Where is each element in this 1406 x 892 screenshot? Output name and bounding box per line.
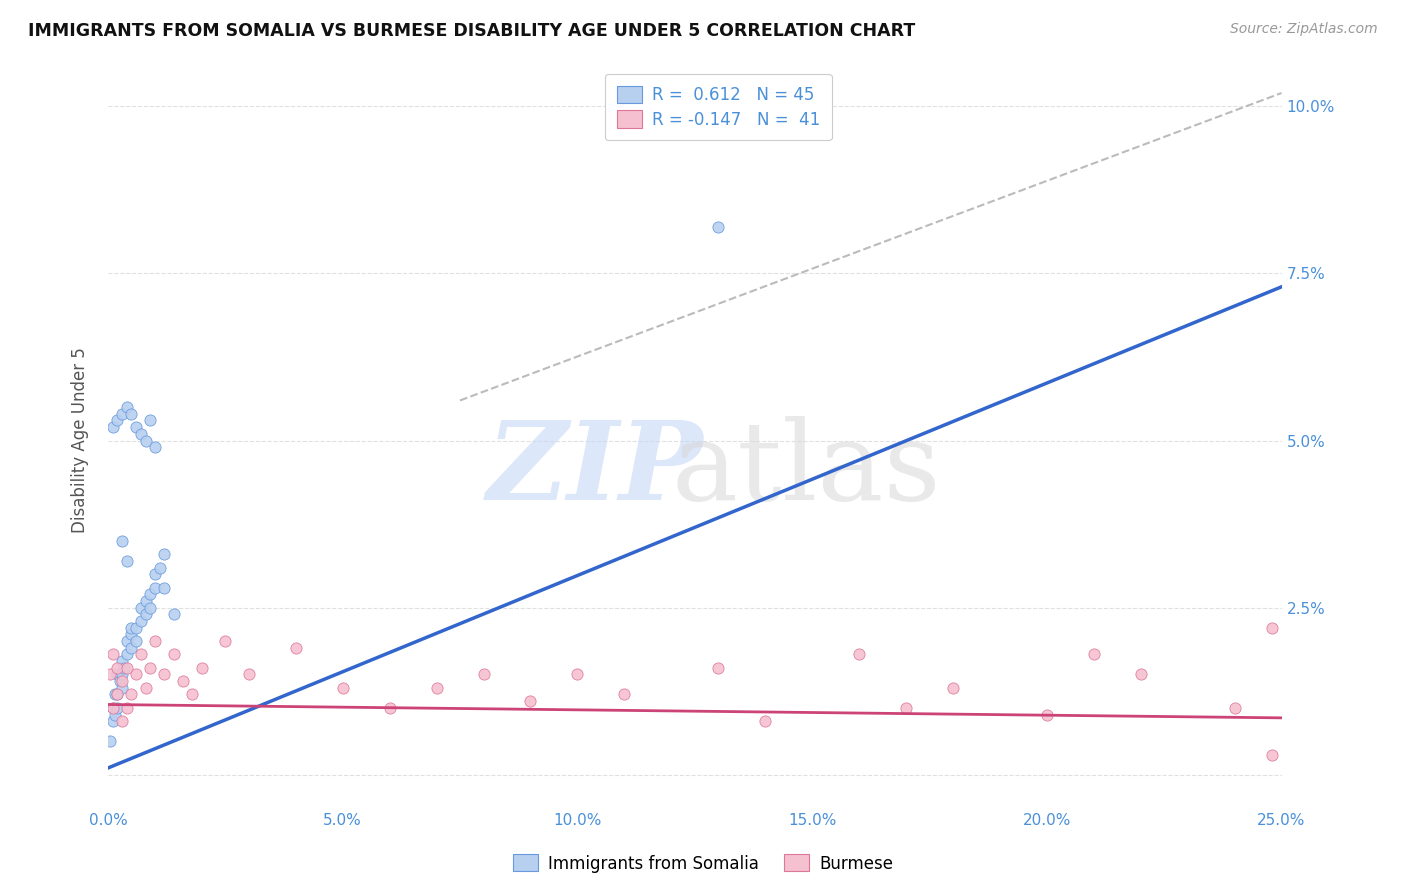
- Point: [101, 701, 124, 715]
- Point: [125, 634, 148, 648]
- Point: [149, 560, 172, 574]
- Point: [104, 707, 127, 722]
- Point: [519, 694, 541, 708]
- Text: IMMIGRANTS FROM SOMALIA VS BURMESE DISABILITY AGE UNDER 5 CORRELATION CHART: IMMIGRANTS FROM SOMALIA VS BURMESE DISAB…: [28, 22, 915, 40]
- Point: [129, 426, 152, 441]
- Point: [101, 420, 124, 434]
- Point: [139, 587, 162, 601]
- Point: [115, 554, 138, 568]
- Point: [111, 533, 134, 548]
- Point: [112, 661, 135, 675]
- Point: [135, 594, 157, 608]
- Point: [163, 648, 186, 662]
- Point: [98, 734, 121, 748]
- Point: [101, 714, 124, 729]
- Point: [120, 627, 142, 641]
- Point: [105, 688, 128, 702]
- Point: [105, 701, 128, 715]
- Point: [115, 701, 138, 715]
- Point: [129, 648, 152, 662]
- Point: [111, 714, 134, 729]
- Point: [105, 667, 128, 681]
- Point: [115, 661, 138, 675]
- Point: [153, 547, 176, 561]
- Point: [111, 681, 134, 695]
- Point: [115, 648, 138, 662]
- Point: [105, 413, 128, 427]
- Point: [378, 701, 401, 715]
- Point: [181, 688, 204, 702]
- Point: [120, 688, 142, 702]
- Point: [139, 600, 162, 615]
- Point: [101, 648, 124, 662]
- Point: [707, 219, 730, 234]
- Point: [284, 640, 307, 655]
- Point: [111, 407, 134, 421]
- Point: [153, 581, 176, 595]
- Point: [143, 567, 166, 582]
- Point: [135, 607, 157, 622]
- Point: [120, 640, 142, 655]
- Point: [111, 667, 134, 681]
- Point: [120, 407, 142, 421]
- Point: [125, 420, 148, 434]
- Point: [1083, 648, 1105, 662]
- Point: [125, 621, 148, 635]
- Point: [754, 714, 776, 729]
- Point: [143, 634, 166, 648]
- Point: [129, 614, 152, 628]
- Point: [1036, 707, 1059, 722]
- Point: [942, 681, 965, 695]
- Point: [98, 667, 121, 681]
- Point: [191, 661, 214, 675]
- Point: [135, 681, 157, 695]
- Point: [105, 661, 128, 675]
- Point: [1223, 701, 1246, 715]
- Text: Source: ZipAtlas.com: Source: ZipAtlas.com: [1230, 22, 1378, 37]
- Legend: Immigrants from Somalia, Burmese: Immigrants from Somalia, Burmese: [506, 847, 900, 880]
- Point: [472, 667, 495, 681]
- Point: [153, 667, 176, 681]
- Text: atlas: atlas: [672, 417, 941, 524]
- Point: [613, 688, 636, 702]
- Point: [214, 634, 236, 648]
- Point: [567, 667, 589, 681]
- Point: [238, 667, 260, 681]
- Point: [1129, 667, 1152, 681]
- Point: [143, 440, 166, 454]
- Point: [125, 667, 148, 681]
- Legend: R =  0.612   N = 45, R = -0.147   N =  41: R = 0.612 N = 45, R = -0.147 N = 41: [605, 74, 831, 140]
- Point: [111, 654, 134, 668]
- Point: [1261, 621, 1284, 635]
- Point: [426, 681, 449, 695]
- Point: [332, 681, 354, 695]
- Point: [163, 607, 186, 622]
- Text: ZIP: ZIP: [486, 417, 703, 524]
- Point: [105, 688, 128, 702]
- Y-axis label: Disability Age Under 5: Disability Age Under 5: [72, 348, 89, 533]
- Point: [104, 688, 127, 702]
- Point: [139, 661, 162, 675]
- Point: [1261, 747, 1284, 762]
- Point: [848, 648, 870, 662]
- Point: [135, 434, 157, 448]
- Point: [115, 400, 138, 414]
- Point: [115, 634, 138, 648]
- Point: [172, 674, 194, 689]
- Point: [143, 581, 166, 595]
- Point: [111, 674, 134, 689]
- Point: [120, 621, 142, 635]
- Point: [108, 674, 131, 689]
- Point: [139, 413, 162, 427]
- Point: [101, 701, 124, 715]
- Point: [129, 600, 152, 615]
- Point: [894, 701, 917, 715]
- Point: [707, 661, 730, 675]
